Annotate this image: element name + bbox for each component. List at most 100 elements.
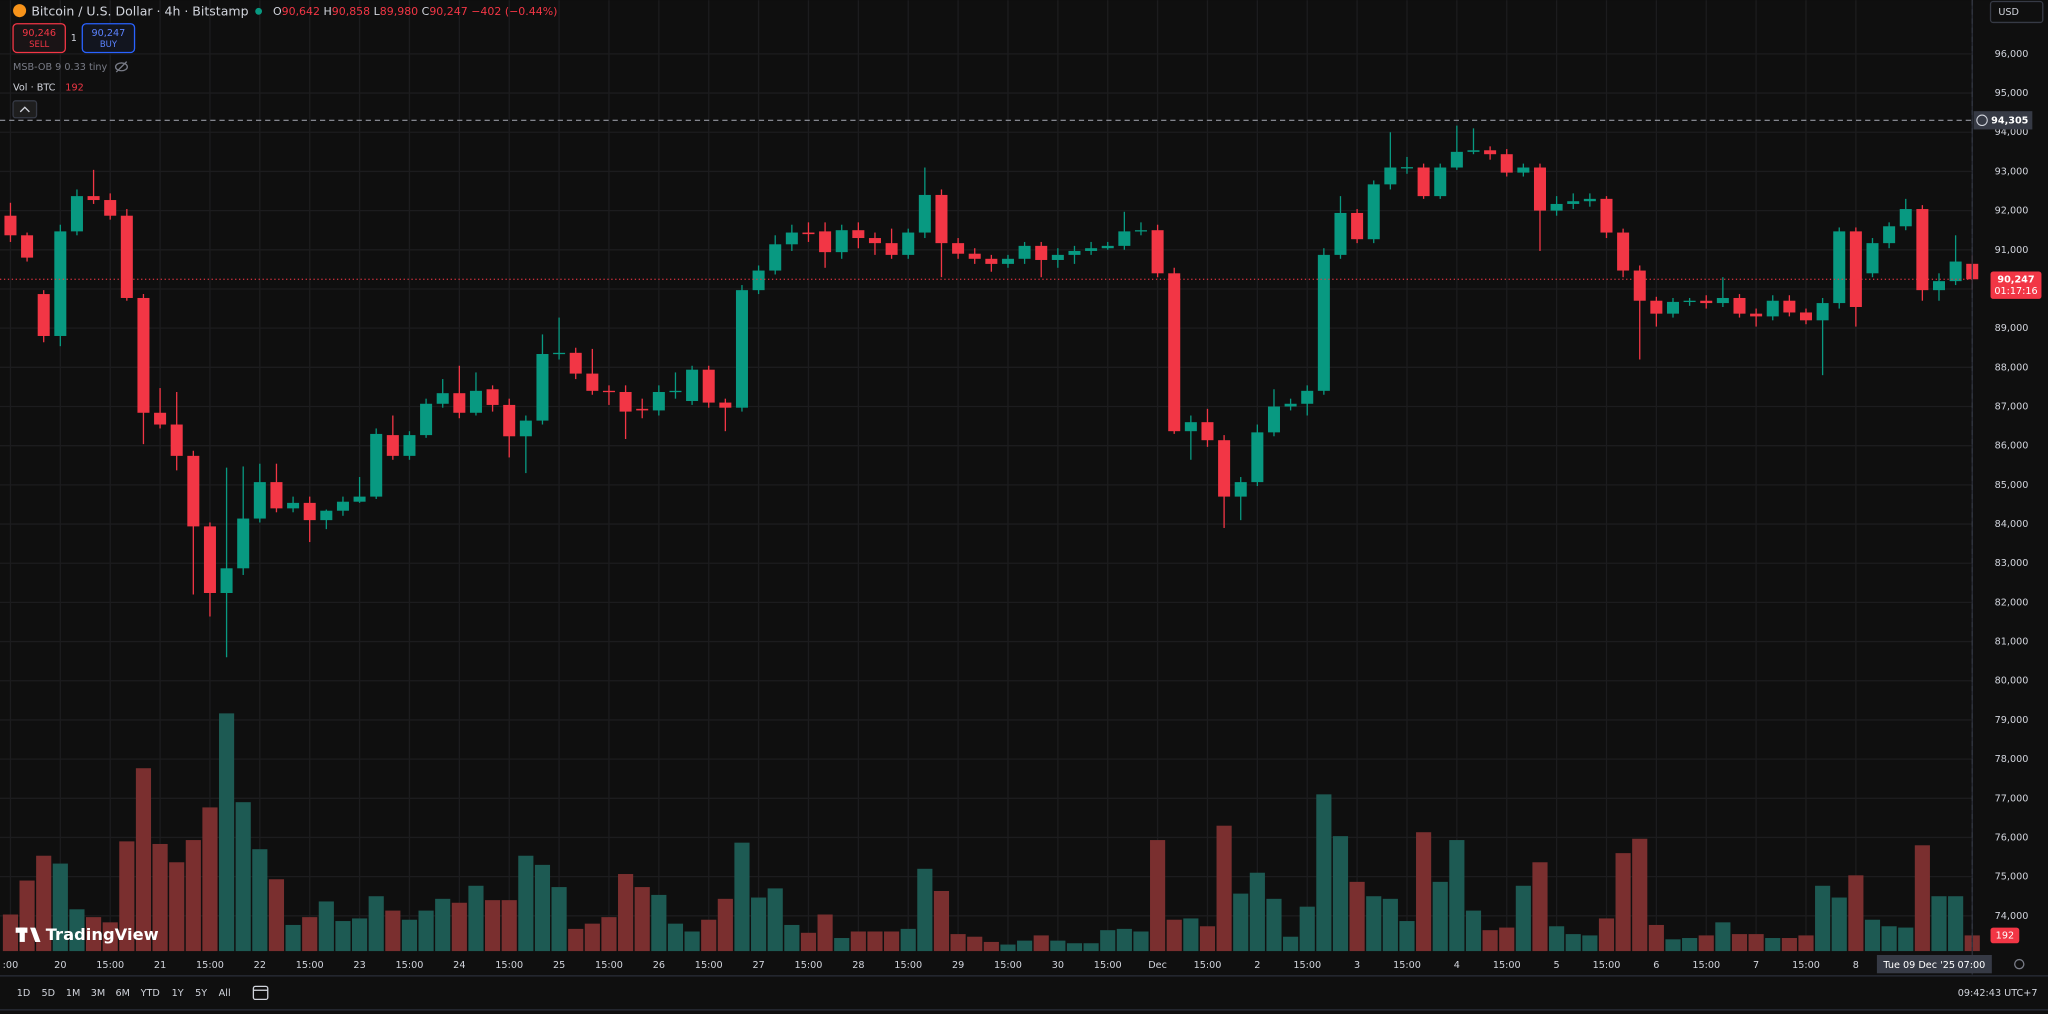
candle-body: [1001, 258, 1014, 264]
eye-icon[interactable]: [114, 61, 128, 73]
currency-box[interactable]: [1989, 0, 2044, 24]
volume-bar: [767, 888, 783, 952]
candle-body: [1400, 167, 1413, 169]
range-button[interactable]: 1Y: [172, 988, 184, 999]
collapse-box[interactable]: [12, 100, 38, 119]
volume-bar: [568, 928, 584, 952]
price-tag-price: 90,247: [1997, 274, 2034, 285]
volume-bar: [867, 931, 883, 952]
sell-label[interactable]: SELL: [29, 39, 49, 49]
volume-bar: [36, 855, 52, 952]
x-tick-label: 24: [453, 960, 465, 971]
range-button[interactable]: 1D: [17, 988, 31, 999]
candle-body: [1716, 297, 1729, 304]
sell-price[interactable]: 90,246: [22, 28, 56, 39]
sell-box[interactable]: [12, 23, 66, 54]
y-tick-label: 83,000: [1995, 558, 2029, 569]
volume-bar: [1033, 935, 1049, 952]
candle-body: [1866, 243, 1879, 274]
candle-body: [70, 196, 83, 232]
eye-slash[interactable]: [115, 61, 128, 73]
candle-body: [1899, 209, 1912, 227]
volume-bar: [119, 841, 135, 952]
logo-text: TradingView: [46, 925, 159, 944]
volume-bar: [485, 900, 501, 952]
buy-box[interactable]: [81, 23, 136, 54]
range-button[interactable]: YTD: [140, 988, 160, 999]
candle-body: [586, 373, 599, 391]
candle-body: [320, 510, 333, 521]
date-range-icon[interactable]: [252, 985, 269, 1001]
sell-button[interactable]: 90,246 SELL: [12, 23, 66, 54]
x-tick-label: 15:00: [1194, 960, 1222, 971]
calendar[interactable]: [252, 985, 269, 1001]
candle-body: [1949, 261, 1962, 282]
range-button[interactable]: 3M: [91, 988, 105, 999]
volume-bar: [734, 842, 750, 952]
volume-bar: [884, 931, 900, 952]
currency-button[interactable]: USD: [1989, 0, 2044, 24]
eye-outline[interactable]: [114, 62, 128, 72]
add-alert-icon[interactable]: [1976, 114, 1988, 127]
candle-body: [137, 297, 150, 413]
candle-body: [1134, 230, 1147, 232]
range-button[interactable]: All: [219, 988, 231, 999]
settings-icon[interactable]: [2014, 958, 2025, 970]
buy-price[interactable]: 90,247: [92, 28, 126, 39]
volume-bar: [850, 931, 866, 952]
x-tick-label: 15:00: [1094, 960, 1122, 971]
volume-bar: [1233, 893, 1249, 952]
clock[interactable]: 09:42:43 UTC+7: [1958, 988, 2038, 999]
volume-bar: [1665, 939, 1681, 952]
collapse-button[interactable]: [12, 100, 38, 119]
candle-body: [1384, 167, 1397, 185]
candle-body: [1666, 301, 1679, 314]
buy-button[interactable]: 90,247 BUY: [81, 23, 136, 54]
volume-bar: [784, 924, 800, 952]
x-tick-label: 15:00: [894, 960, 922, 971]
volume-bar: [1116, 928, 1132, 952]
volume-bar: [468, 885, 484, 952]
currency[interactable]: USD: [1998, 7, 2019, 18]
candle-body: [1168, 273, 1181, 432]
x-tick-label: 29: [952, 960, 964, 971]
quantity[interactable]: 1: [71, 33, 77, 44]
candle-body: [1533, 167, 1546, 211]
crosshair-time: 07:00: [1957, 960, 1985, 971]
volume-bar: [1565, 934, 1581, 952]
range-button[interactable]: 5Y: [195, 988, 207, 999]
gear[interactable]: [2014, 958, 2025, 970]
candle-body: [802, 232, 815, 235]
x-tick-label: 21: [154, 960, 166, 971]
range-button[interactable]: 1M: [66, 988, 80, 999]
volume-bar: [1615, 853, 1631, 952]
volume-bar: [551, 887, 567, 952]
volume-bar: [983, 941, 999, 952]
range-button[interactable]: 6M: [116, 988, 130, 999]
candle-body: [1317, 254, 1330, 391]
x-tick-label: 15:00: [396, 960, 424, 971]
candle-body: [569, 352, 582, 374]
volume-bar: [601, 917, 617, 952]
x-tick-label: 15:00: [695, 960, 723, 971]
volume-bar: [2, 914, 19, 952]
buy-label[interactable]: BUY: [100, 39, 118, 49]
x-tick-label: :00: [3, 960, 19, 971]
volume-bar: [1000, 944, 1016, 952]
range-button[interactable]: 5D: [42, 988, 56, 999]
logo-mark: [19, 927, 25, 942]
volume-bar: [1449, 840, 1465, 952]
y-tick-label: 82,000: [1995, 597, 2029, 608]
y-tick-label: 86,000: [1995, 441, 2029, 452]
x-tick-label: 25: [553, 960, 565, 971]
x-tick-label: 15:00: [1393, 960, 1421, 971]
volume-bar: [401, 919, 418, 952]
volume-bar: [1366, 896, 1382, 952]
indicator-name[interactable]: MSB-OB 9 0.33 tiny: [13, 62, 108, 73]
volume-bar: [618, 874, 634, 952]
candle-body: [1567, 201, 1580, 204]
x-tick-label: 26: [653, 960, 665, 971]
candle-body: [1184, 422, 1197, 432]
chevron[interactable]: [19, 106, 30, 113]
change: −402 (−0.44%): [471, 5, 557, 18]
